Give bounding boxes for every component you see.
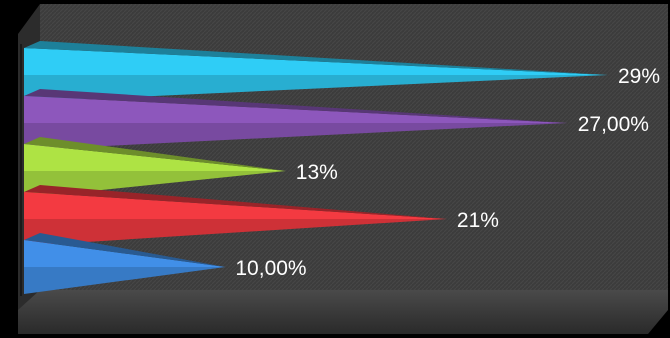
bars-group — [24, 41, 608, 294]
bottom-floor — [18, 290, 668, 334]
bar-4-top-face — [24, 185, 447, 219]
data-label-5: 10,00% — [235, 257, 306, 280]
bar-4-lower-face — [24, 219, 447, 246]
bar-5 — [24, 233, 226, 294]
bar-2-lower-face — [24, 123, 568, 150]
bar-2-top-face — [24, 89, 568, 123]
data-label-2: 27,00% — [578, 113, 649, 136]
data-label-3: 13% — [296, 161, 338, 184]
bar-1 — [24, 41, 608, 102]
labels-group: 29% 27,00% 13% 21% 10,00% — [235, 65, 660, 280]
data-label-1: 29% — [618, 65, 660, 88]
bar-3-top-face — [24, 137, 286, 171]
bar-5-lower-face — [24, 267, 226, 294]
data-label-4: 21% — [457, 209, 499, 232]
bar-4 — [24, 185, 447, 246]
bar-5-top-face — [24, 233, 226, 267]
bar-1-top-face — [24, 41, 608, 75]
bar-1-lower-face — [24, 75, 608, 102]
bar-2 — [24, 89, 568, 150]
